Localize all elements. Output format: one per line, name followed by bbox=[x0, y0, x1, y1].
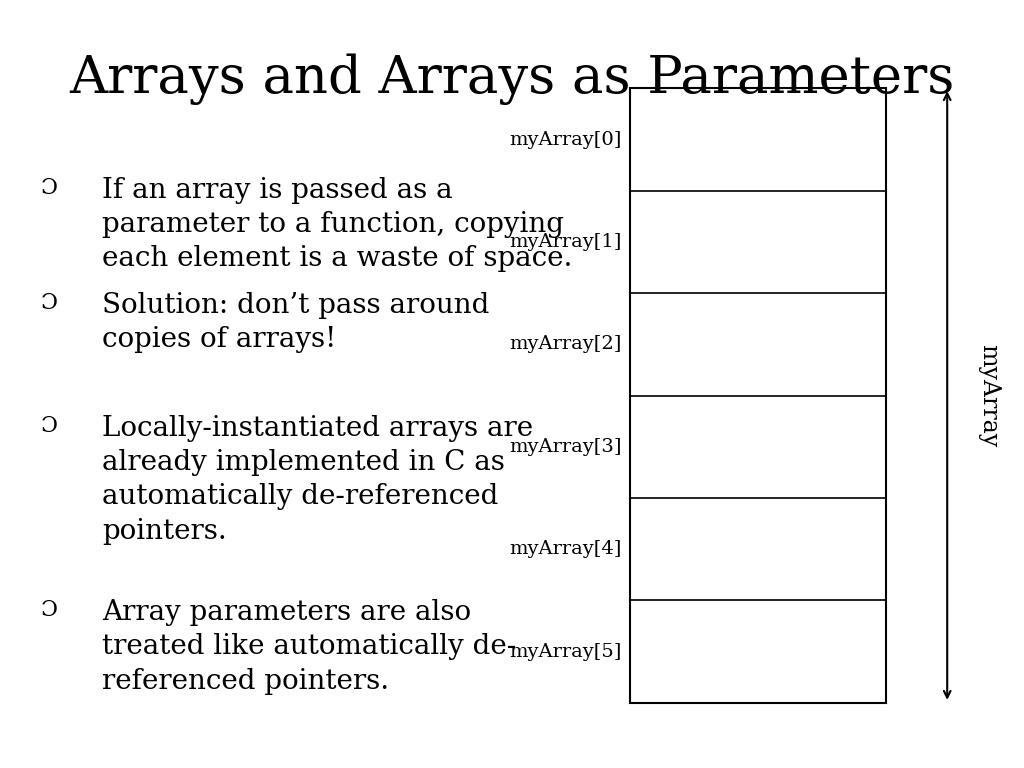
Text: Ɔ: Ɔ bbox=[41, 415, 58, 437]
Text: myArray[0]: myArray[0] bbox=[509, 131, 622, 148]
Text: myArray[3]: myArray[3] bbox=[509, 438, 622, 455]
Text: Locally-instantiated arrays are
already implemented in C as
automatically de-ref: Locally-instantiated arrays are already … bbox=[102, 415, 534, 545]
Text: myArray: myArray bbox=[977, 344, 999, 447]
Text: If an array is passed as a
parameter to a function, copying
each element is a wa: If an array is passed as a parameter to … bbox=[102, 177, 572, 273]
Text: myArray[1]: myArray[1] bbox=[509, 233, 622, 251]
Text: Ɔ: Ɔ bbox=[41, 292, 58, 314]
Text: Ɔ: Ɔ bbox=[41, 177, 58, 199]
Text: Arrays and Arrays as Parameters: Arrays and Arrays as Parameters bbox=[70, 54, 954, 105]
Text: Array parameters are also
treated like automatically de-
referenced pointers.: Array parameters are also treated like a… bbox=[102, 599, 517, 695]
Text: Solution: don’t pass around
copies of arrays!: Solution: don’t pass around copies of ar… bbox=[102, 292, 489, 353]
Text: myArray[4]: myArray[4] bbox=[509, 540, 622, 558]
Text: myArray[2]: myArray[2] bbox=[509, 336, 622, 353]
Text: Ɔ: Ɔ bbox=[41, 599, 58, 621]
Text: myArray[5]: myArray[5] bbox=[509, 643, 622, 660]
